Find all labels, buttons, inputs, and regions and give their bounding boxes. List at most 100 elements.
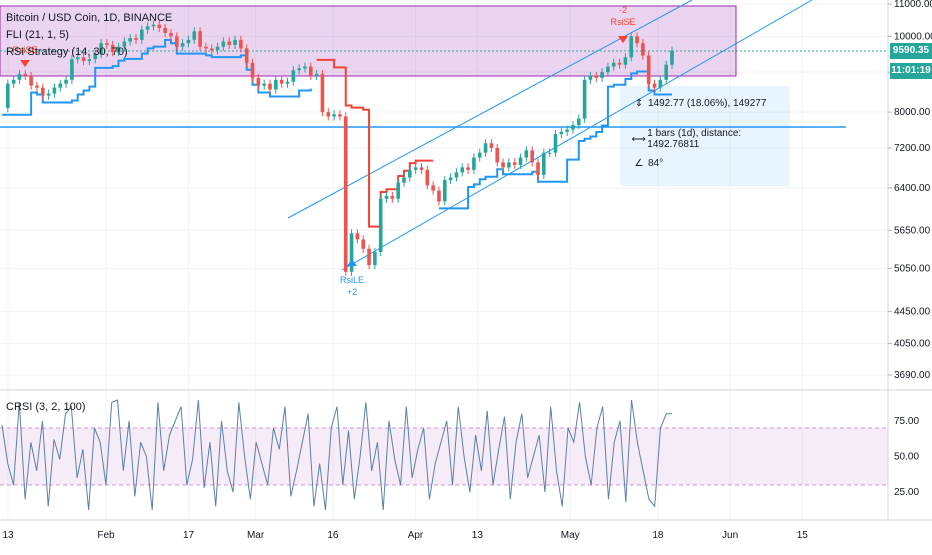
legend-fli[interactable]: FLI (21, 1, 5) <box>6 29 69 41</box>
candle-body <box>454 172 459 178</box>
candle-body <box>413 167 418 170</box>
candle-body <box>355 233 360 240</box>
candle-body <box>105 43 109 45</box>
legend-rsi-strategy[interactable]: RSI Strategy (14, 30, 70) <box>6 46 128 58</box>
candle-body <box>425 169 430 186</box>
candle-body <box>227 41 232 45</box>
candle-body <box>46 93 51 96</box>
candle-body <box>343 116 348 272</box>
candle-body <box>460 167 465 173</box>
candle-body <box>559 131 564 135</box>
candle-body <box>635 36 639 44</box>
candle-body <box>378 198 383 253</box>
legend-symbol[interactable]: Bitcoin / USD Coin, 1D, BINANCE <box>6 12 173 24</box>
candle-body <box>419 167 424 170</box>
candle-body <box>75 57 80 60</box>
candle-body <box>495 147 500 163</box>
candle-body <box>186 39 191 44</box>
time-tick-label: 15 <box>797 530 809 541</box>
candle-body <box>518 157 523 165</box>
candle-body <box>244 48 249 63</box>
crsi-tick-label: 25.00 <box>894 487 919 498</box>
candle-body <box>303 66 307 69</box>
short-signal-qty: -2 <box>619 5 627 15</box>
candle-body <box>297 68 301 71</box>
candle-body <box>110 44 115 53</box>
fli-segment <box>316 58 434 228</box>
candle-body <box>151 24 156 27</box>
candle-body <box>501 162 505 168</box>
price-tick-label: 4450.00 <box>894 306 931 317</box>
candle-body <box>239 39 243 49</box>
price-tick-label: 8000.00 <box>894 107 931 118</box>
candle-body <box>373 252 377 266</box>
candle-body <box>35 85 39 88</box>
crsi-line <box>1 399 672 511</box>
candle-body <box>646 55 651 84</box>
candle-body <box>17 74 22 80</box>
time-tick-label: 13 <box>472 530 484 541</box>
long-signal-label: RsiLE <box>340 275 364 285</box>
candle-body <box>448 177 453 181</box>
candle-body <box>600 72 604 78</box>
candle-body <box>594 75 599 78</box>
candle-body <box>361 239 366 249</box>
candle-body <box>338 114 342 117</box>
price-tick-label: 11000.00 <box>894 0 932 10</box>
candle-body <box>576 118 581 126</box>
time-tick-label: 18 <box>652 530 664 541</box>
candle-body <box>507 162 511 168</box>
long-arrow-icon <box>347 259 357 266</box>
candle-body <box>174 36 179 47</box>
candle-body <box>477 152 482 158</box>
candle-body <box>489 143 494 148</box>
candle-body <box>274 79 278 90</box>
candle-body <box>221 41 226 47</box>
candle-body <box>145 26 150 30</box>
candle-body <box>198 31 202 47</box>
candles <box>6 20 674 276</box>
candle-body <box>582 79 587 119</box>
price-tick-label: 10000.00 <box>894 31 932 42</box>
measure-bars-row: ⟷ 1 bars (1d), distance: 1492.76811 <box>630 128 790 150</box>
candle-body <box>233 39 237 45</box>
candle-body <box>204 46 208 49</box>
candle-body <box>23 74 28 76</box>
candle-body <box>512 162 517 165</box>
candle-body <box>606 66 610 73</box>
time-tick-label: Mar <box>247 530 265 541</box>
candle-body <box>58 83 63 88</box>
crsi-axis[interactable]: 25.00 50.00 75.00 <box>894 416 919 498</box>
countdown-tag: 11:01:19 <box>890 63 932 79</box>
time-tick-label: 13 <box>2 530 14 541</box>
candle-body <box>431 185 435 191</box>
candle-body <box>652 83 657 88</box>
early-signal-label: RsiSE <box>12 45 37 55</box>
price-tick-label: 5650.00 <box>894 225 931 236</box>
channel-lower-line[interactable] <box>341 0 813 271</box>
candle-body <box>134 38 138 40</box>
time-tick-label: 17 <box>183 530 195 541</box>
candle-body <box>466 167 470 170</box>
time-axis[interactable]: 13 Feb 17 Mar 16 Apr 13 May 18 Jun 15 <box>2 530 808 541</box>
candle-body <box>530 150 534 163</box>
candle-body <box>157 24 162 28</box>
candle-body <box>180 43 185 47</box>
signal-early-marker: RsiSE <box>12 45 38 67</box>
candle-body <box>396 182 400 199</box>
candle-body <box>52 87 57 94</box>
time-tick-label: May <box>561 530 580 541</box>
candle-body <box>128 38 132 42</box>
legend-crsi[interactable]: CRSI (3, 2, 100) <box>6 401 86 413</box>
candle-body <box>402 177 406 183</box>
fli-segment <box>438 70 672 210</box>
price-tick-label: 5050.00 <box>894 263 931 274</box>
candle-body <box>571 125 575 130</box>
candle-body <box>658 79 663 88</box>
candle-body <box>472 157 476 170</box>
candle-body <box>670 50 674 65</box>
candle-body <box>542 152 546 175</box>
legend: Bitcoin / USD Coin, 1D, BINANCE FLI (21,… <box>6 10 172 61</box>
candle-body <box>390 196 395 199</box>
